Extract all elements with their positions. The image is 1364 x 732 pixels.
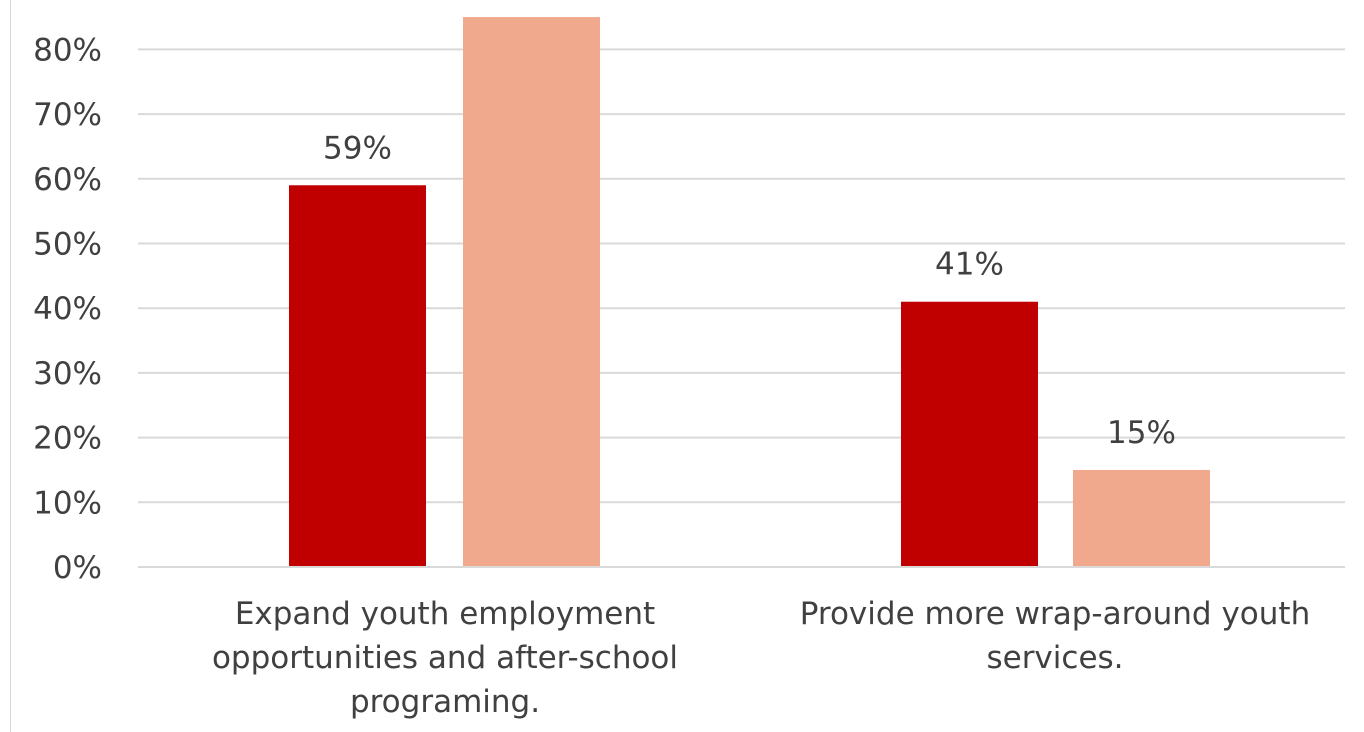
category-label-wrap-around-services: Provide more wrap-around youth services. xyxy=(799,596,1311,676)
y-tick-label: 50% xyxy=(33,227,102,263)
data-label: 15% xyxy=(1107,415,1176,451)
data-label: 41% xyxy=(935,247,1004,283)
y-tick-label: 80% xyxy=(33,32,102,68)
bar-series-1-category-2 xyxy=(901,301,1038,567)
y-tick-label: 0% xyxy=(53,550,102,586)
bar-series-2-category-1 xyxy=(463,17,600,568)
y-tick-label: 40% xyxy=(33,291,102,327)
y-tick-label: 30% xyxy=(33,356,102,392)
bar-series-2-category-2 xyxy=(1073,469,1210,567)
y-tick-label: 60% xyxy=(33,162,102,198)
category-label-expand-youth-employment: Expand youth employment opportunities an… xyxy=(211,596,679,720)
data-label: 59% xyxy=(323,130,392,166)
data-labels: 59% 41% 15% xyxy=(323,130,1176,451)
y-axis-ticks: 0% 10% 20% 30% 40% 50% 60% 70% 80% xyxy=(33,32,102,586)
bars xyxy=(289,17,1210,568)
frame-edge xyxy=(10,0,11,732)
y-tick-label: 70% xyxy=(33,97,102,133)
y-tick-label: 10% xyxy=(33,485,102,521)
y-tick-label: 20% xyxy=(33,421,102,457)
bar-series-1-category-1 xyxy=(289,185,426,567)
